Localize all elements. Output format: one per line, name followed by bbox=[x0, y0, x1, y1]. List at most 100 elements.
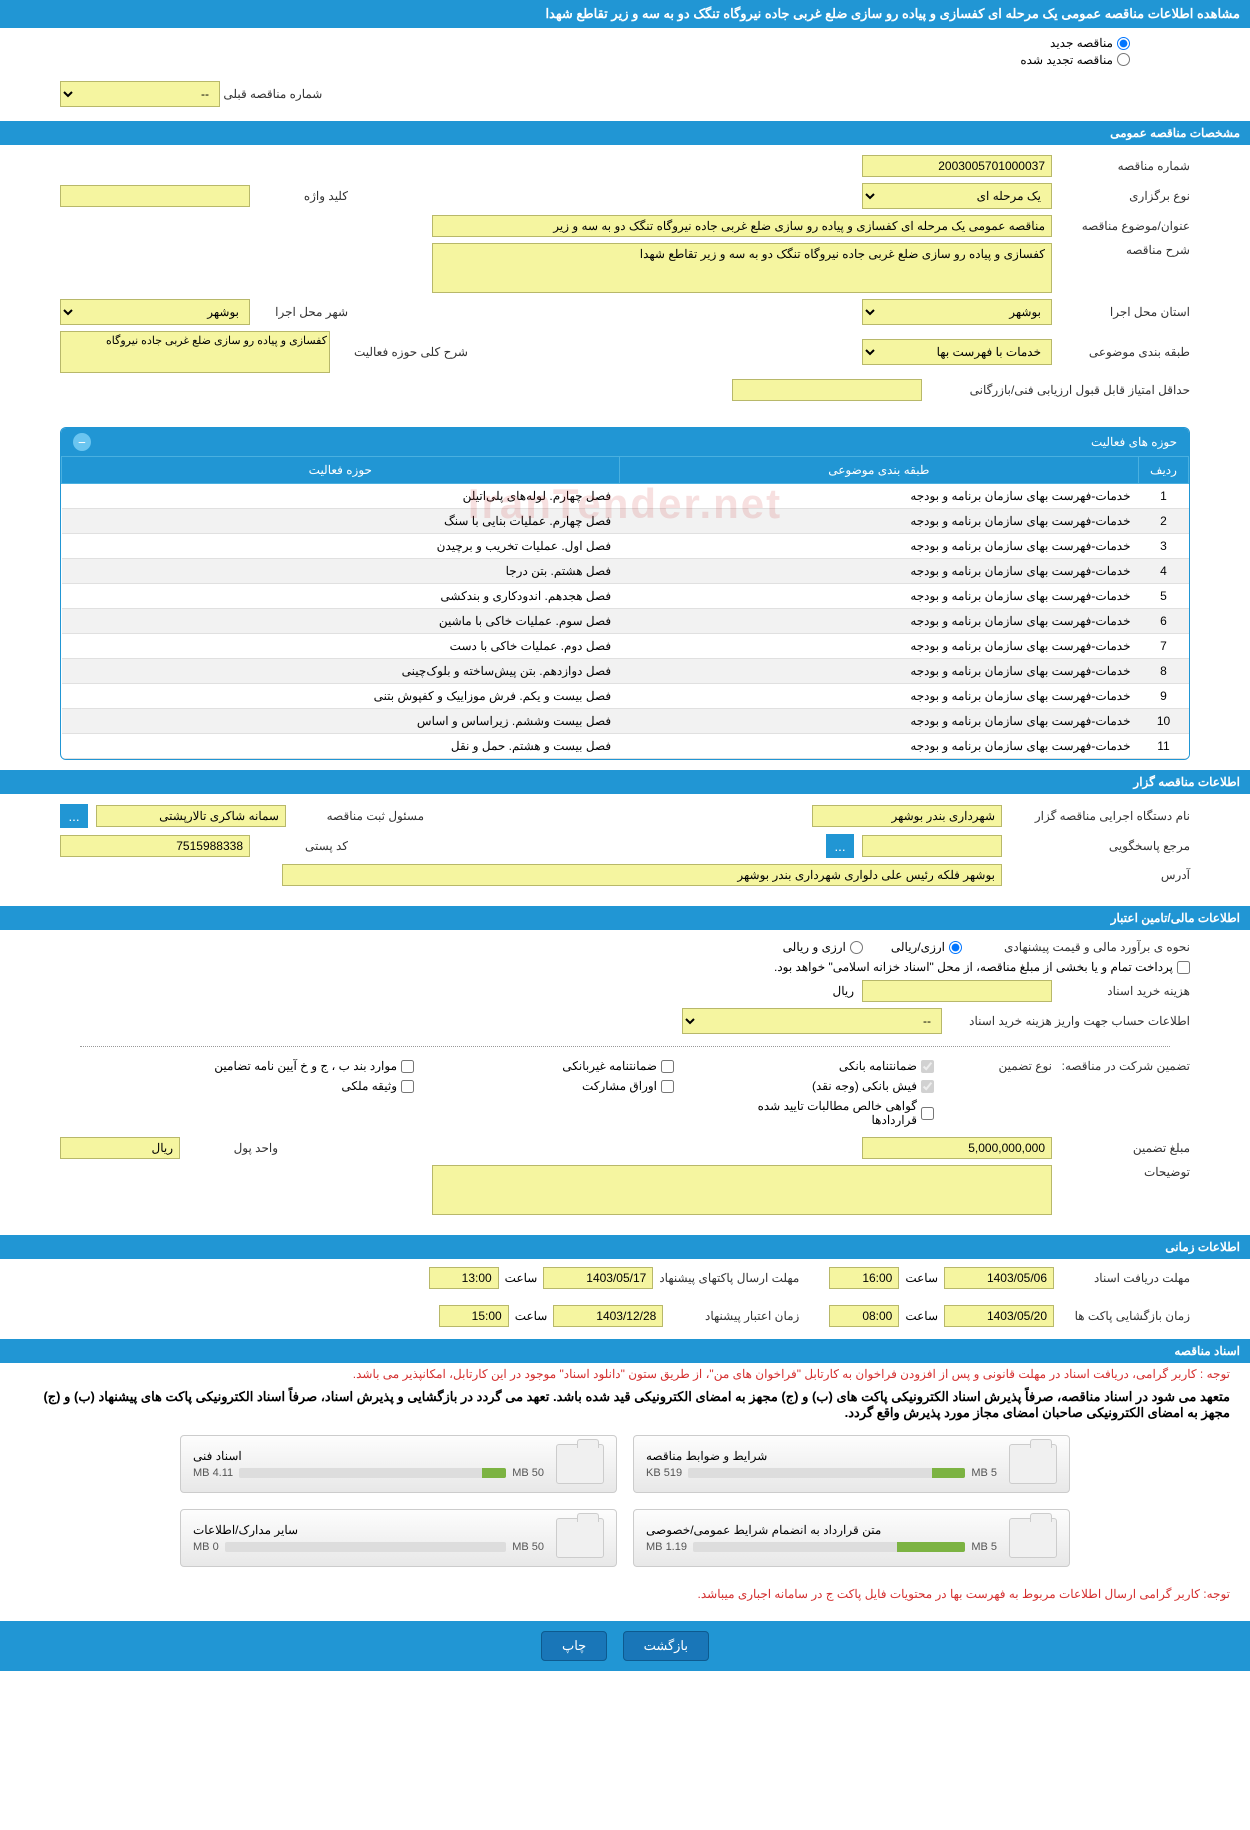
province-select[interactable]: بوشهر bbox=[862, 299, 1052, 325]
g5-check[interactable]: اوراق مشارکت bbox=[474, 1079, 674, 1093]
treasury-check[interactable]: پرداخت تمام و یا بخشی از مبلغ مناقصه، از… bbox=[774, 960, 1190, 974]
category-select[interactable]: خدمات با فهرست بها bbox=[862, 339, 1052, 365]
g7-check[interactable]: گواهی خالص مطالبات تایید شده قراردادها bbox=[734, 1099, 934, 1127]
col-activity: حوزه فعالیت bbox=[62, 457, 620, 484]
remarks-textarea[interactable] bbox=[432, 1165, 1052, 1215]
section-organizer: اطلاعات مناقصه گزار bbox=[0, 770, 1250, 794]
table-row: 9خدمات-فهرست بهای سازمان برنامه و بودجهف… bbox=[62, 684, 1189, 709]
doc-total: 50 MB bbox=[512, 1467, 544, 1479]
category-label: طبقه بندی موضوعی bbox=[1060, 345, 1190, 359]
send-time[interactable] bbox=[429, 1267, 499, 1289]
prev-num-select[interactable]: -- bbox=[60, 81, 220, 107]
validity-label: زمان اعتبار پیشنهاد bbox=[669, 1309, 799, 1323]
validity-time[interactable] bbox=[439, 1305, 509, 1327]
g4-check[interactable]: فیش بانکی (وجه نقد) bbox=[734, 1079, 934, 1093]
agency-label: نام دستگاه اجرایی مناقصه گزار bbox=[1010, 809, 1190, 823]
tender-num-input[interactable] bbox=[862, 155, 1052, 177]
print-button[interactable]: چاپ bbox=[541, 1631, 607, 1661]
folder-icon bbox=[556, 1444, 604, 1484]
action-bar: بازگشت چاپ bbox=[0, 1621, 1250, 1671]
doc-used: 4.11 MB bbox=[193, 1467, 233, 1479]
separator bbox=[80, 1046, 1170, 1047]
section-general: مشخصات مناقصه عمومی bbox=[0, 121, 1250, 145]
doc-used: 1.19 MB bbox=[646, 1541, 687, 1553]
registrar-label: مسئول ثبت مناقصه bbox=[294, 809, 424, 823]
doc-total: 50 MB bbox=[512, 1541, 544, 1553]
g3-check[interactable]: موارد بند ب ، ج و خ آیین نامه تضامین bbox=[214, 1059, 414, 1073]
doc-card-other[interactable]: سایر مدارک/اطلاعات 50 MB 0 MB bbox=[180, 1509, 617, 1567]
prev-num-label: شماره مناقصه قبلی bbox=[223, 87, 322, 101]
new-tender-radio[interactable]: مناقصه جدید bbox=[1050, 36, 1130, 50]
doc-total: 5 MB bbox=[971, 1467, 997, 1479]
account-select[interactable]: -- bbox=[682, 1008, 942, 1034]
send-label: مهلت ارسال پاکتهای پیشنهاد bbox=[659, 1271, 799, 1285]
table-row: 4خدمات-فهرست بهای سازمان برنامه و بودجهف… bbox=[62, 559, 1189, 584]
desc-label: شرح مناقصه bbox=[1060, 243, 1190, 257]
purchase-cost-input[interactable] bbox=[862, 980, 1052, 1002]
table-row: 5خدمات-فهرست بهای سازمان برنامه و بودجهف… bbox=[62, 584, 1189, 609]
type-select[interactable]: یک مرحله ای bbox=[862, 183, 1052, 209]
doc-card-contract[interactable]: متن قرارداد به انضمام شرایط عمومی/خصوصی … bbox=[633, 1509, 1070, 1567]
table-row: 10خدمات-فهرست بهای سازمان برنامه و بودجه… bbox=[62, 709, 1189, 734]
fx-radio[interactable]: ارزی/ریالی bbox=[891, 940, 962, 954]
g2-check[interactable]: ضمانتنامه غیربانکی bbox=[474, 1059, 674, 1073]
g6-check[interactable]: وثیقه ملکی bbox=[214, 1079, 414, 1093]
remarks-label: توضیحات bbox=[1060, 1165, 1190, 1179]
folder-icon bbox=[556, 1518, 604, 1558]
bottom-note: توجه: کاربر گرامی ارسال اطلاعات مربوط به… bbox=[0, 1577, 1250, 1621]
time-word: ساعت bbox=[905, 1271, 938, 1285]
keyword-input[interactable] bbox=[60, 185, 250, 207]
g1-check[interactable]: ضمانتنامه بانکی bbox=[734, 1059, 934, 1073]
progress-bar bbox=[693, 1542, 965, 1552]
renewed-tender-radio[interactable]: مناقصه تجدید شده bbox=[1020, 53, 1130, 67]
grid-collapse-button[interactable]: − bbox=[73, 433, 91, 451]
doc-card-conditions[interactable]: شرایط و ضوابط مناقصه 5 MB 519 KB bbox=[633, 1435, 1070, 1493]
account-label: اطلاعات حساب جهت واریز هزینه خرید اسناد bbox=[950, 1014, 1190, 1028]
table-row: 8خدمات-فهرست بهای سازمان برنامه و بودجهف… bbox=[62, 659, 1189, 684]
postal-input[interactable] bbox=[60, 835, 250, 857]
guarantee-type-label: نوع تضمین bbox=[962, 1059, 1052, 1073]
receive-time[interactable] bbox=[829, 1267, 899, 1289]
open-date[interactable] bbox=[944, 1305, 1054, 1327]
activity-overview-label: شرح کلی حوزه فعالیت bbox=[338, 345, 468, 359]
back-button[interactable]: بازگشت bbox=[623, 1631, 709, 1661]
time-word: ساعت bbox=[515, 1309, 548, 1323]
subject-input[interactable] bbox=[432, 215, 1052, 237]
min-score-input[interactable] bbox=[732, 379, 922, 401]
registrar-input[interactable] bbox=[96, 805, 286, 827]
activity-overview-list[interactable]: کفسازی و پیاده رو سازی ضلع غربی جاده نیر… bbox=[60, 331, 330, 373]
ref-more-button[interactable]: ... bbox=[826, 834, 854, 858]
ref-input[interactable] bbox=[862, 835, 1002, 857]
receive-date[interactable] bbox=[944, 1267, 1054, 1289]
unit-input[interactable] bbox=[60, 1137, 180, 1159]
section-timing: اطلاعات زمانی bbox=[0, 1235, 1250, 1259]
doc-total: 5 MB bbox=[971, 1541, 997, 1553]
open-time[interactable] bbox=[829, 1305, 899, 1327]
desc-textarea[interactable] bbox=[432, 243, 1052, 293]
send-date[interactable] bbox=[543, 1267, 653, 1289]
time-word: ساعت bbox=[505, 1271, 538, 1285]
currency-unit: ریال bbox=[832, 984, 854, 998]
doc-title: سایر مدارک/اطلاعات bbox=[193, 1523, 544, 1537]
table-row: 7خدمات-فهرست بهای سازمان برنامه و بودجهف… bbox=[62, 634, 1189, 659]
activities-grid-wrap: حوزه های فعالیت − ردیف طبقه بندی موضوعی … bbox=[60, 427, 1190, 760]
docs-note2: متعهد می شود در اسناد مناقصه، صرفاً پذیر… bbox=[0, 1385, 1250, 1425]
col-category: طبقه بندی موضوعی bbox=[619, 457, 1138, 484]
registrar-more-button[interactable]: ... bbox=[60, 804, 88, 828]
amount-input[interactable] bbox=[862, 1137, 1052, 1159]
address-input[interactable] bbox=[282, 864, 1002, 886]
purchase-cost-label: هزینه خرید اسناد bbox=[1060, 984, 1190, 998]
col-row: ردیف bbox=[1139, 457, 1189, 484]
city-select[interactable]: بوشهر bbox=[60, 299, 250, 325]
table-row: 1خدمات-فهرست بهای سازمان برنامه و بودجهف… bbox=[62, 484, 1189, 509]
folder-icon bbox=[1009, 1518, 1057, 1558]
agency-input[interactable] bbox=[812, 805, 1002, 827]
docs-note1: توجه : کاربر گرامی، دریافت اسناد در مهلت… bbox=[0, 1363, 1250, 1385]
unit-label: واحد پول bbox=[188, 1141, 278, 1155]
rial-radio[interactable]: ارزی و ریالی bbox=[783, 940, 863, 954]
doc-card-technical[interactable]: اسناد فنی 50 MB 4.11 MB bbox=[180, 1435, 617, 1493]
min-score-label: حداقل امتیاز قابل قبول ارزیابی فنی/بازرگ… bbox=[930, 383, 1190, 397]
validity-date[interactable] bbox=[553, 1305, 663, 1327]
progress-bar bbox=[239, 1468, 506, 1478]
postal-label: کد پستی bbox=[258, 839, 348, 853]
